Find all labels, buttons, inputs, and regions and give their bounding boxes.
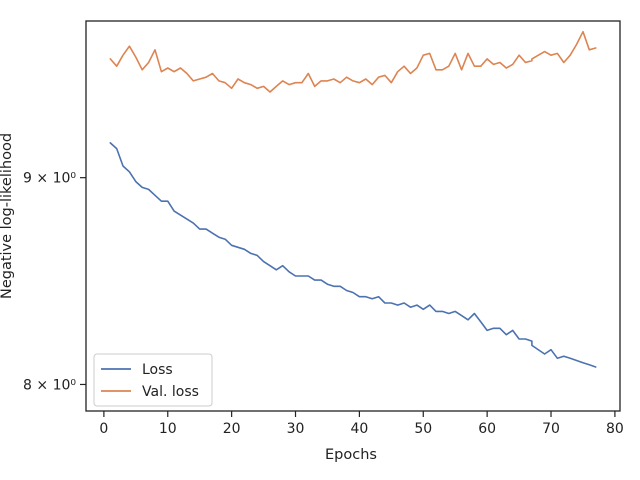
series-lines: [109, 30, 597, 368]
x-axis-label: Epochs: [325, 447, 377, 463]
y-axis: 8 × 10⁰ 9 × 10⁰: [23, 171, 86, 393]
plot-frame: [85, 20, 621, 412]
x-tick-label: 10: [159, 421, 177, 437]
x-tick-label: 40: [350, 421, 368, 437]
series-line-loss: [109, 142, 597, 368]
x-tick-label: 60: [478, 421, 496, 437]
legend-label-val-loss: Val. loss: [142, 384, 199, 400]
plot-area: [86, 21, 620, 411]
legend-label-loss: Loss: [142, 362, 173, 378]
x-axis: 0 10 20 30 40 50 60 70 80: [99, 411, 624, 437]
legend: Loss Val. loss: [93, 353, 213, 407]
x-tick-label: 20: [223, 421, 241, 437]
y-tick-label: 8 × 10⁰: [23, 377, 76, 393]
x-tick-label: 70: [542, 421, 560, 437]
legend-box: [93, 353, 213, 407]
x-tick-label: 50: [414, 421, 432, 437]
x-tick-label: 0: [99, 421, 108, 437]
y-tick-label: 9 × 10⁰: [23, 171, 76, 187]
x-tick-label: 30: [287, 421, 305, 437]
x-tick-label: 80: [606, 421, 624, 437]
y-axis-label: Negative log-likelihood: [0, 133, 15, 299]
series-line-val-loss: [109, 30, 597, 93]
